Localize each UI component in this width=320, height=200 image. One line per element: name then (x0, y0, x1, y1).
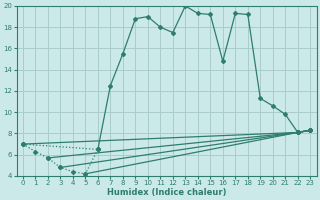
X-axis label: Humidex (Indice chaleur): Humidex (Indice chaleur) (107, 188, 226, 197)
